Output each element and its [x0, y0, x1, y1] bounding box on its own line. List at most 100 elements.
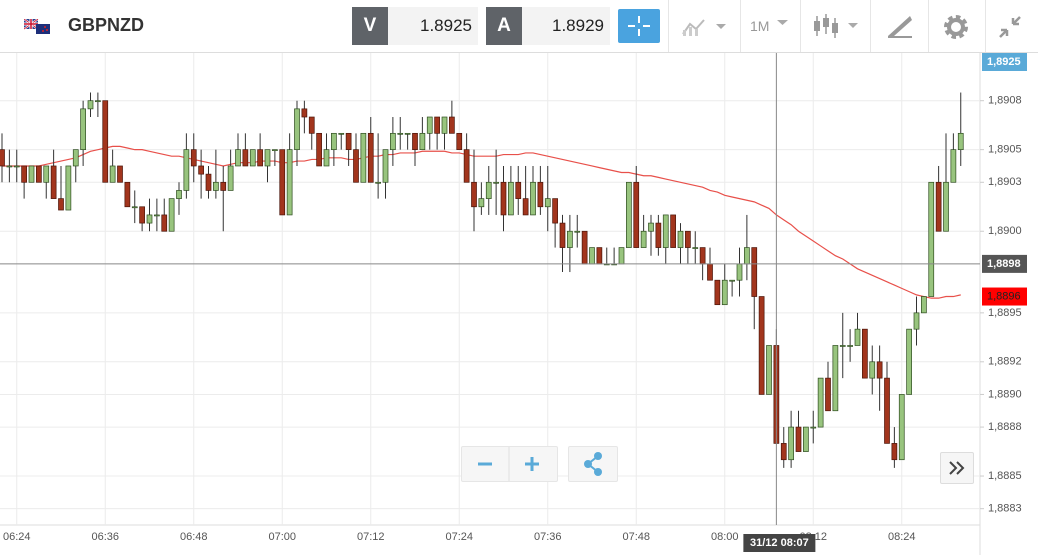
candle-body: [286, 149, 293, 216]
candle-body: [957, 132, 964, 151]
candle-body: [28, 165, 35, 183]
zoom-controls: [461, 446, 558, 482]
y-tick-label: 1,8905: [988, 144, 1022, 156]
x-tick-label: 07:48: [622, 531, 650, 543]
candle-body: [449, 116, 455, 134]
ask-value[interactable]: 1.8929: [522, 7, 610, 45]
candle-body: [367, 132, 374, 183]
candle-body: [471, 181, 477, 208]
candle-body: [544, 198, 551, 208]
chart-type-button[interactable]: [680, 16, 730, 38]
y-tick-label: 1,8892: [988, 356, 1022, 368]
candle-body: [567, 230, 573, 248]
drawing-tool-button[interactable]: [884, 12, 916, 40]
candle-body: [87, 100, 94, 110]
candle-body: [699, 247, 706, 265]
candle-body: [581, 230, 588, 265]
candle-body: [294, 108, 300, 151]
candle-body: [707, 263, 713, 281]
candle-body: [950, 149, 957, 183]
candle-body: [640, 230, 647, 248]
y-tick-label: 1,8885: [988, 470, 1022, 482]
candle-body: [316, 132, 322, 167]
candle-body: [677, 230, 684, 248]
candle-body: [242, 149, 249, 167]
candle-body: [500, 181, 507, 216]
candle-body: [168, 198, 175, 232]
candle-body: [227, 165, 234, 191]
bid-label[interactable]: V: [352, 7, 388, 45]
collapse-button[interactable]: [996, 13, 1024, 41]
x-tick-label: 08:00: [711, 531, 739, 543]
crosshair-button[interactable]: [618, 9, 660, 43]
candle-body: [198, 165, 204, 175]
candle-body: [345, 132, 352, 151]
candle-body: [508, 181, 514, 216]
candle-body: [390, 132, 396, 151]
x-tick-label: 07:12: [357, 531, 385, 543]
candle-body: [589, 247, 595, 265]
candle-body: [884, 377, 890, 444]
candle-body: [552, 198, 558, 224]
candle-body: [574, 230, 581, 233]
bid-value[interactable]: 1.8925: [388, 7, 478, 45]
candle-body: [928, 181, 935, 297]
candle-body: [456, 132, 463, 151]
candle-style-button[interactable]: [812, 12, 862, 40]
candle-body: [404, 132, 411, 135]
candle-body: [397, 132, 404, 135]
candle-body: [839, 345, 846, 347]
candle-body: [788, 426, 794, 461]
zoom-in[interactable]: [525, 457, 539, 471]
candle-body: [382, 149, 389, 183]
candle-body: [906, 328, 912, 395]
candle-body: [213, 181, 219, 191]
moving-average-line: [2, 145, 961, 299]
candle-body: [478, 198, 485, 208]
candle-body: [485, 181, 492, 199]
candle-body: [633, 181, 640, 248]
x-tick-label: 07:00: [268, 531, 296, 543]
candle-body: [854, 328, 861, 346]
x-tick-label: 06:48: [180, 531, 208, 543]
timeframe[interactable]: 1M: [750, 18, 770, 34]
candle-body: [744, 247, 750, 265]
candle-body: [559, 222, 566, 248]
last-price-label: 1,8925: [987, 56, 1021, 68]
candle-body: [264, 149, 271, 167]
settings-button[interactable]: [942, 13, 970, 41]
candle-body: [810, 426, 817, 429]
candle-body: [95, 100, 101, 103]
candle-body: [331, 132, 337, 151]
y-tick-label: 1,8908: [988, 95, 1022, 107]
candle-body: [670, 214, 676, 248]
symbol: GBPNZD: [68, 15, 144, 35]
candle-body: [876, 361, 883, 379]
candle-body: [154, 214, 160, 217]
candle-body: [913, 312, 920, 330]
candle-body: [832, 345, 839, 412]
candle-body: [146, 214, 153, 224]
candle-body: [360, 132, 367, 183]
ask-label[interactable]: A: [486, 7, 522, 45]
candle-body: [301, 108, 308, 118]
candle-body: [626, 181, 632, 248]
crosshair-price-label: 1,8898: [987, 258, 1021, 270]
candle-body: [780, 443, 787, 461]
scroll-latest-button[interactable]: [940, 452, 974, 484]
candle-body: [943, 181, 949, 232]
share-button[interactable]: [568, 446, 618, 482]
candle-body: [426, 116, 433, 134]
candle-body: [50, 165, 57, 199]
timeframe-arrow[interactable]: [776, 18, 790, 28]
candle-body: [729, 279, 735, 282]
crosshair-price-tag: [982, 254, 1027, 273]
candle-body: [685, 230, 691, 248]
candle-body: [220, 181, 227, 191]
candle-body: [205, 173, 212, 191]
candle-body: [803, 426, 809, 452]
ma-price-label: 1,8896: [987, 290, 1021, 302]
toolbar: GBPNZD V 1.8925 A 1.8929 1M: [0, 0, 1038, 53]
